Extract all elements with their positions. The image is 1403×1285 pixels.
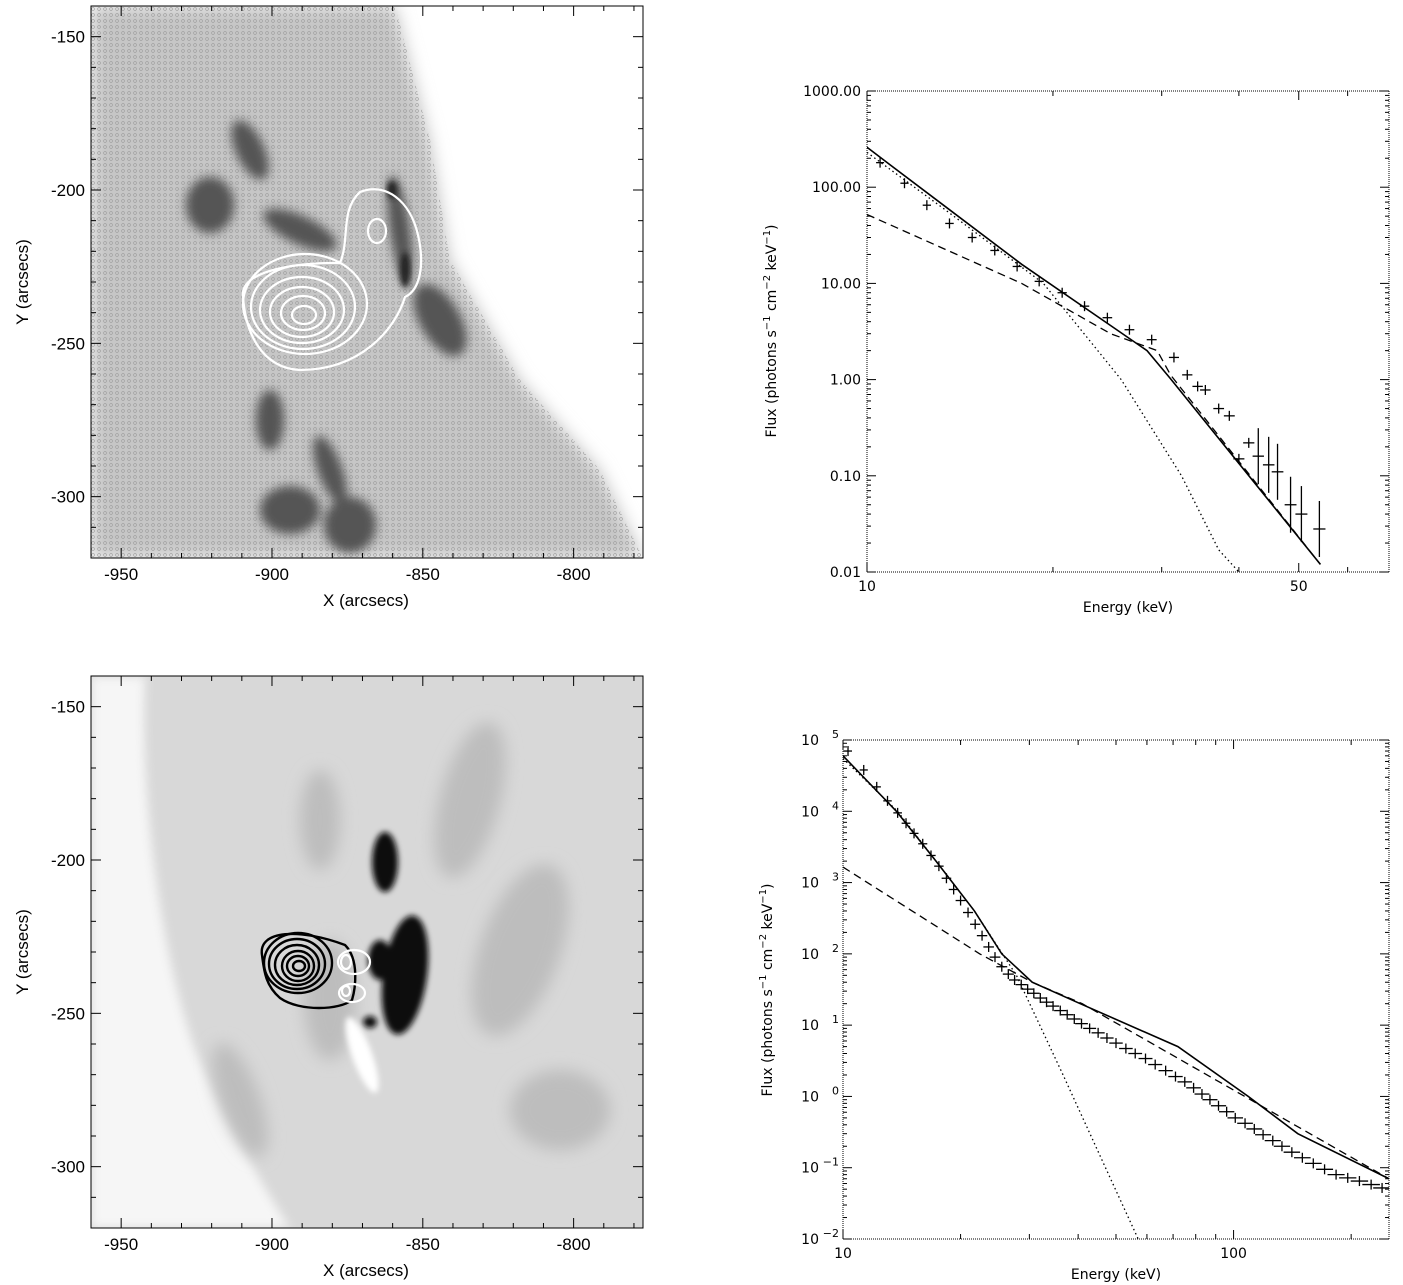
x-tick-label: -850 <box>406 1235 440 1254</box>
x-tick-label: -900 <box>255 1235 289 1254</box>
x-tick-label: -950 <box>104 1235 138 1254</box>
hxr-contours-top <box>241 188 423 372</box>
y-tick-exponent: −2 <box>823 1227 839 1240</box>
top-left-y-axis-label: Y (arcsecs) <box>13 239 32 325</box>
x-tick-label: -900 <box>255 565 289 584</box>
bottom-right-plot-frame <box>842 739 1390 1240</box>
x-tick-label: -850 <box>406 565 440 584</box>
x-tick-label: 10 <box>834 1246 852 1262</box>
y-tick-label: -250 <box>51 334 85 353</box>
y-tick-base: 10 <box>801 733 819 749</box>
dotted-fit-line <box>843 758 1139 1239</box>
top-right-plot-frame <box>866 90 1390 573</box>
y-tick-label: 10.00 <box>821 276 861 292</box>
x-tick-label: -950 <box>104 565 138 584</box>
x-tick-label: 10 <box>858 579 876 595</box>
y-tick-label: 100.00 <box>812 180 861 196</box>
y-tick-label: 10 <box>801 947 819 963</box>
magnetogram-image-bottom <box>91 676 643 1228</box>
y-tick-label: 1000.00 <box>803 84 861 100</box>
y-tick-exponent: 4 <box>832 799 839 812</box>
y-tick-exponent: 0 <box>832 1084 839 1097</box>
solid-fit-line <box>843 755 1389 1180</box>
y-tick-exponent: 1 <box>832 1013 839 1026</box>
y-tick-label: 0.01 <box>830 565 861 581</box>
y-tick-label: 0.10 <box>830 469 861 485</box>
top-left-x-ticks: -950 -900 -850 -800 <box>104 6 635 584</box>
bottom-right-fit-lines <box>843 755 1389 1239</box>
y-tick-label: -200 <box>51 851 85 870</box>
hxr-contours-white <box>336 948 372 1004</box>
y-tick-label: 10 <box>801 876 819 892</box>
y-tick-base: 10 <box>801 876 819 892</box>
euv-image-top <box>91 6 643 558</box>
dashed-fit-line <box>843 866 1389 1180</box>
y-tick-label: 10 <box>801 1232 819 1248</box>
y-tick-label: -250 <box>51 1004 85 1023</box>
y-tick-label: 10 <box>801 804 819 820</box>
y-tick-base: 10 <box>801 1018 819 1034</box>
y-tick-label: -300 <box>51 1158 85 1177</box>
x-tick-label: 50 <box>1290 579 1308 595</box>
top-right-y-ticks: 1000.00 100.00 10.00 1.00 0.10 0.01 <box>803 84 1389 581</box>
top-right-x-ticks: 10 50 <box>858 91 1349 595</box>
bottom-left-x-axis-label: X (arcsecs) <box>323 1261 409 1280</box>
hxr-contours-black <box>260 931 357 1010</box>
top-left-x-axis-label: X (arcsecs) <box>323 591 409 610</box>
y-tick-exponent: −1 <box>823 1156 839 1169</box>
y-tick-label: 10 <box>801 1161 819 1177</box>
x-tick-label: -800 <box>557 1235 591 1254</box>
y-tick-label: -150 <box>51 698 85 717</box>
bottom-left-x-ticks: -950 -900 -850 -800 <box>104 676 635 1254</box>
dashed-fit-line <box>867 213 1321 565</box>
bottom-right-y-ticks: 10 5 10 4 10 3 10 2 10 1 10 0 10 −1 10 −2 <box>801 728 1389 1248</box>
bottom-right-x-ticks: 10 100 <box>834 740 1352 1262</box>
y-tick-base: 10 <box>801 1232 819 1248</box>
bottom-right-y-axis-label: Flux (photons s−1 cm−2 keV−1) <box>758 883 776 1096</box>
y-tick-label: 10 <box>801 1089 819 1105</box>
top-right-data-points <box>876 157 1326 557</box>
top-right-fit-lines <box>867 146 1322 572</box>
bottom-right-data-points <box>844 746 1389 1193</box>
y-tick-base: 10 <box>801 804 819 820</box>
y-tick-label: -150 <box>51 28 85 47</box>
top-right-x-axis-label: Energy (keV) <box>1083 600 1173 616</box>
top-right-spectrum-panel: 10 50 1000.00 100.00 10.00 1.00 0.10 0.01 Ener… <box>762 84 1390 616</box>
dotted-fit-line <box>867 151 1240 572</box>
y-tick-base: 10 <box>801 947 819 963</box>
y-tick-label: 1.00 <box>830 373 861 389</box>
y-tick-base: 10 <box>801 1161 819 1177</box>
bottom-right-x-axis-label: Energy (keV) <box>1071 1267 1161 1283</box>
top-left-image-panel: -950 -900 -850 -800 -150 -200 -250 -300 X (arc… <box>13 5 644 610</box>
bottom-left-y-axis-label: Y (arcsecs) <box>13 909 32 995</box>
top-left-y-ticks: -150 -200 -250 -300 <box>51 5 643 528</box>
x-tick-label: -800 <box>557 565 591 584</box>
y-tick-label: -300 <box>51 488 85 507</box>
y-tick-base: 10 <box>801 1089 819 1105</box>
y-tick-label: -200 <box>51 181 85 200</box>
y-tick-exponent: 5 <box>832 728 839 741</box>
top-right-y-axis-label: Flux (photons s−1 cm−2 keV−1) <box>762 224 780 437</box>
y-tick-exponent: 2 <box>832 942 839 955</box>
y-tick-label: 10 <box>801 733 819 749</box>
bottom-left-y-ticks: -150 -200 -250 -300 <box>51 675 643 1198</box>
y-tick-exponent: 3 <box>832 871 839 884</box>
solid-fit-line <box>867 146 1322 565</box>
y-tick-label: 10 <box>801 1018 819 1034</box>
x-tick-label: 100 <box>1220 1246 1247 1262</box>
bottom-left-image-panel: -950 -900 -850 -800 -150 -200 -250 -300 X (arc… <box>13 675 644 1280</box>
